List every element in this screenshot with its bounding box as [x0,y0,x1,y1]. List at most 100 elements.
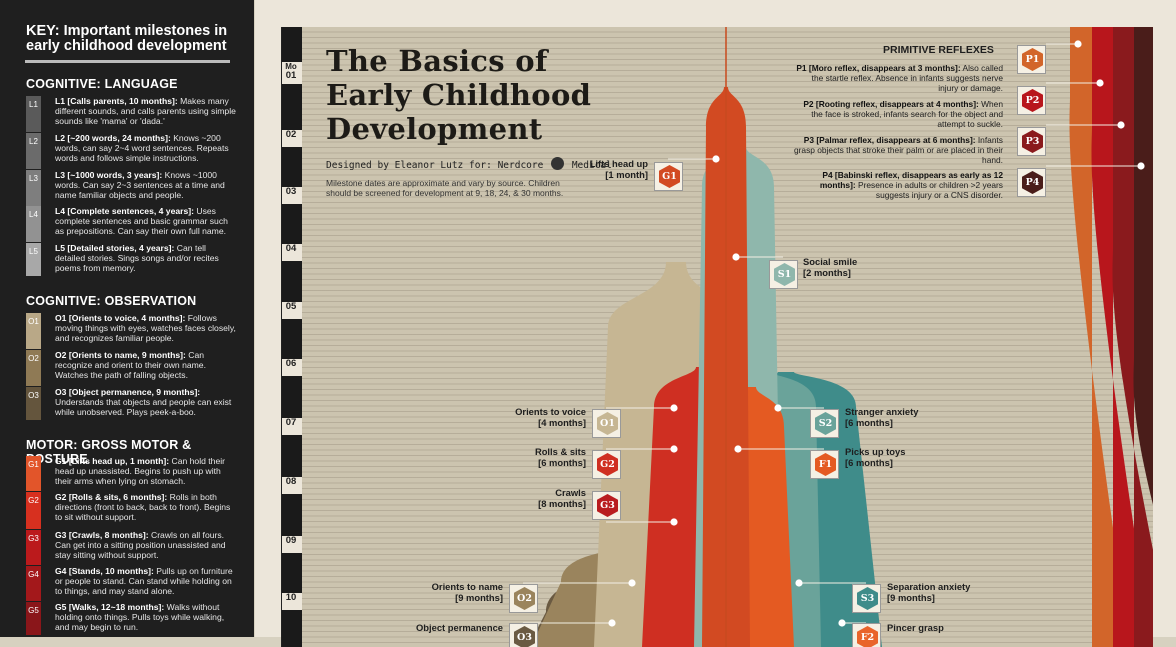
reflex-text: Infants grasp objects that stroke their … [793,135,1003,166]
month-tick: 03 [282,187,302,204]
milestone-dot [608,619,616,627]
milestone-age: [1 month] [605,168,648,180]
milestone-name: Separation anxiety [887,581,971,592]
milestone-label: Separation anxiety [9 months] [887,581,971,603]
milestone-age: [9 months] [455,591,503,603]
key-swatch: L4 [26,206,41,242]
key-item: L3 [~1000 words, 3 years]: Knows ~1000 w… [55,170,237,201]
key-item-text: Pulls up on furniture or people to stand… [55,566,233,597]
milestone-hexagon-s3: S3 [852,584,881,613]
key-item: L4 [Complete sentences, 4 years]: Uses c… [55,206,237,237]
reflex-stream [1112,27,1153,647]
reflex-dot [1074,40,1082,48]
milestone-hexagon-f1: F1 [810,450,839,479]
key-item-title: O1 [Orients to voice, 4 months]: [55,313,186,323]
milestone-label: Object permanence [415,622,503,634]
milestone-code: S1 [774,263,795,286]
reflex-description: P4 [Babinski reflex, disappears as early… [793,170,1003,201]
milestone-age: [9 months] [887,591,935,603]
reflex-code: P1 [1022,48,1043,71]
month-value: 10 [285,592,297,603]
milestone-code: F1 [815,453,836,476]
month-value: 09 [285,535,297,546]
milestone-name: Rolls & sits [534,446,586,457]
month-value: 07 [285,417,297,428]
reflex-description: P1 [Moro reflex, disappears at 3 months]… [793,63,1003,94]
reflex-dot [1117,121,1125,129]
key-item-title: O2 [Orients to name, 9 months]: [55,350,186,360]
key-swatch: G2 [26,492,41,529]
byline: Designed by Eleanor Lutz for: Nerdcore M… [326,157,612,171]
key-section-heading: COGNITIVE: OBSERVATION [26,294,197,308]
milestone-code: S3 [857,587,878,610]
key-item-title: O3 [Object permanence, 9 months]: [55,387,201,397]
key-item-text: Follows moving things with eyes, watches… [55,313,236,344]
milestone-dot [795,579,803,587]
reflex-dot [1096,79,1104,87]
key-swatch: O2 [26,350,41,386]
milestone-dot [628,579,636,587]
key-item-text: Uses complete sentences and basic gramma… [55,206,228,237]
month-tick: 05 [282,301,302,319]
key-item: G3 [Crawls, 8 months]: Crawls on all fou… [55,530,237,561]
reflex-code: P2 [1022,89,1043,112]
reflex-dot [1137,162,1145,170]
month-tick: 04 [282,243,302,261]
byline-sponsor: Medical [571,160,612,171]
month-tick: 07 [282,417,302,435]
milestone-code: G1 [659,165,680,188]
reflex-text: Also called the startle reflex. Absence … [811,63,1003,94]
milestone-dot [734,445,742,453]
reflex-title: P3 [Palmar reflex, disappears at 6 month… [803,135,976,145]
reflex-hexagon-p1: P1 [1017,45,1046,74]
key-divider [25,60,230,63]
milestone-dot [670,404,678,412]
key-swatch: G4 [26,566,41,601]
month-value: 05 [285,301,297,312]
key-swatch: O3 [26,387,41,420]
reflex-text: Presence in adults or children >2 years … [855,180,1003,201]
month-tick: Mo 01 [282,62,302,84]
milestone-dot [774,404,782,412]
key-swatch: L1 [26,96,41,132]
key-item-text: Makes many different sounds, and calls p… [55,96,236,127]
key-item-title: L2 [~200 words, 24 months]: [55,133,171,143]
month-value: 04 [285,243,297,254]
milestone-hexagon-s2: S2 [810,409,839,438]
milestone-streams-chart [523,27,1153,647]
milestone-name: Lifts head up [589,158,648,169]
milestone-label: Picks up toys [6 months] [845,446,905,468]
reflex-description: P2 [Rooting reflex, disappears at 4 mont… [793,99,1003,130]
title-line: Development [326,112,543,146]
key-item: G4 [Stands, 10 months]: Pulls up on furn… [55,566,237,597]
milestone-name: Object permanence [415,622,503,633]
milestone-dot [838,619,846,627]
milestone-name: Social smile [803,256,858,267]
milestone-dot [712,155,720,163]
reflex-title: P1 [Moro reflex, disappears at 3 months]… [796,63,961,73]
byline-text: Designed by Eleanor Lutz for: Nerdcore [326,160,544,171]
key-item-title: G4 [Stands, 10 months]: [55,566,154,576]
key-item: G2 [Rolls & sits, 6 months]: Rolls in bo… [55,492,237,523]
key-swatch: L3 [26,170,41,206]
milestone-name: Stranger anxiety [845,406,919,417]
key-item-title: G5 [Walks, 12~18 months]: [55,602,165,612]
milestone-hexagon-o3: O3 [509,623,538,647]
milestone-code: G2 [597,453,618,476]
key-swatch: G3 [26,530,41,565]
milestone-age: [8 months] [538,497,586,509]
key-item-text: Can tell detailed stories. Sings songs a… [55,243,219,274]
key-swatch: L5 [26,243,41,276]
key-item-title: L3 [~1000 words, 3 years]: [55,170,163,180]
milestone-code: O2 [514,587,535,610]
key-item-title: G1 [Lifts head up, 1 month]: [55,456,170,466]
milestone-name: Pincer grasp [887,622,944,633]
milestone-dot [670,518,678,526]
reflex-code: P4 [1022,171,1043,194]
key-item-text: Can hold their head up unassisted. Begin… [55,456,226,487]
milestone-name: Orients to voice [515,406,586,417]
poster-title: The Basics of Early Childhood Developmen… [326,44,591,146]
milestone-hexagon-o2: O2 [509,584,538,613]
milestone-label: Orients to name [9 months] [432,581,503,603]
month-tick: 10 [282,592,302,610]
